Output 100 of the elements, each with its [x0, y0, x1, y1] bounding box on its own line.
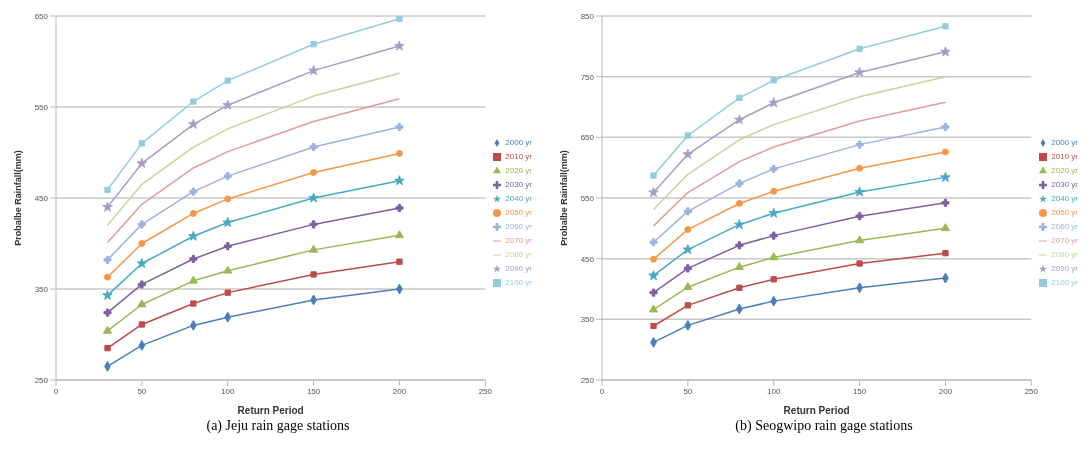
- point: [650, 322, 657, 330]
- point: [224, 77, 231, 84]
- point: [768, 97, 779, 108]
- point: [856, 45, 863, 52]
- y-axis-title: Probalbe Rainfall(mm): [559, 150, 570, 246]
- point: [855, 235, 865, 244]
- point: [682, 244, 694, 255]
- point: [684, 302, 692, 309]
- point: [309, 244, 319, 253]
- point: [189, 254, 198, 264]
- point: [856, 164, 864, 172]
- legend-label: 2070 yr: [1051, 236, 1078, 245]
- point: [310, 271, 317, 278]
- text: (b) Seogwipo rain gage stations: [734, 418, 914, 434]
- point: [103, 255, 112, 264]
- legend-label: 2080 yr: [505, 250, 532, 259]
- point: [682, 148, 694, 159]
- y-tick-label: 650: [34, 11, 49, 21]
- point: [137, 280, 146, 289]
- x-tick-label: 50: [683, 386, 693, 396]
- point: [138, 321, 146, 328]
- point: [736, 94, 743, 102]
- y-tick-label: 650: [580, 133, 595, 143]
- x-axis-title: Return Period: [237, 405, 304, 416]
- x-tick-label: 0: [599, 386, 605, 396]
- point: [222, 217, 233, 228]
- point: [648, 270, 659, 281]
- legend-label: 2010 yr: [1051, 152, 1078, 161]
- point: [855, 212, 864, 221]
- point: [940, 223, 950, 232]
- x-tick-label: 100: [221, 386, 235, 396]
- point: [648, 187, 659, 198]
- point: [854, 66, 865, 77]
- point: [942, 250, 949, 257]
- point: [396, 258, 403, 265]
- point: [736, 284, 743, 291]
- legend-label: 2020 yr: [1051, 166, 1078, 175]
- legend-label: 2040 yr: [1051, 194, 1078, 203]
- legend-label: 2050 yr: [1051, 208, 1078, 217]
- line-series: [106, 72, 401, 227]
- point: [102, 201, 113, 212]
- line-series: [106, 98, 401, 244]
- legend-label: 2000 yr: [505, 138, 532, 147]
- y-tick-label: 350: [580, 315, 595, 325]
- point: [941, 198, 950, 207]
- point: [310, 169, 318, 176]
- point: [734, 219, 745, 230]
- point: [188, 230, 199, 241]
- x-tick-label: 250: [478, 386, 493, 396]
- point: [735, 179, 744, 188]
- point: [138, 340, 146, 351]
- point: [683, 282, 693, 290]
- legend-label: 2080 yr: [1051, 250, 1078, 259]
- point: [770, 276, 777, 283]
- legend-label: 2100 yr: [505, 278, 532, 287]
- legend-label: 2100 yr: [1051, 278, 1078, 287]
- point: [224, 195, 232, 203]
- point: [394, 40, 405, 51]
- point: [103, 308, 112, 317]
- point: [395, 149, 403, 157]
- point: [940, 46, 951, 57]
- point: [138, 140, 146, 147]
- point: [769, 252, 779, 261]
- point: [223, 172, 232, 181]
- point: [138, 240, 146, 247]
- point: [941, 122, 950, 132]
- point: [104, 345, 111, 352]
- point: [650, 255, 657, 263]
- point: [856, 260, 863, 267]
- point: [136, 157, 148, 168]
- point: [683, 207, 692, 216]
- y-tick-label: 250: [34, 375, 49, 385]
- legend-label: 2000 yr: [1051, 138, 1078, 147]
- legend-label: 2030 yr: [505, 180, 532, 189]
- point: [854, 186, 865, 197]
- point: [734, 114, 745, 125]
- line-series: [652, 101, 947, 227]
- legend-label: 2060 yr: [1051, 222, 1078, 231]
- point: [222, 99, 233, 110]
- x-tick-label: 100: [767, 386, 781, 396]
- legend-label: 2010 yr: [505, 152, 532, 161]
- line-series: [652, 75, 947, 211]
- point: [396, 16, 403, 22]
- y-tick-label: 450: [580, 254, 595, 264]
- point: [102, 289, 113, 300]
- point: [309, 142, 318, 152]
- point: [223, 265, 233, 274]
- point: [309, 220, 318, 229]
- point: [684, 226, 692, 234]
- point: [189, 209, 197, 217]
- point: [104, 273, 111, 281]
- point: [734, 262, 744, 270]
- legend-label: 2020 yr: [505, 166, 532, 175]
- point: [137, 299, 147, 308]
- point: [940, 171, 951, 182]
- point: [769, 164, 778, 173]
- point: [394, 175, 405, 186]
- x-tick-label: 250: [1024, 386, 1039, 396]
- point: [941, 148, 949, 156]
- point: [104, 186, 111, 193]
